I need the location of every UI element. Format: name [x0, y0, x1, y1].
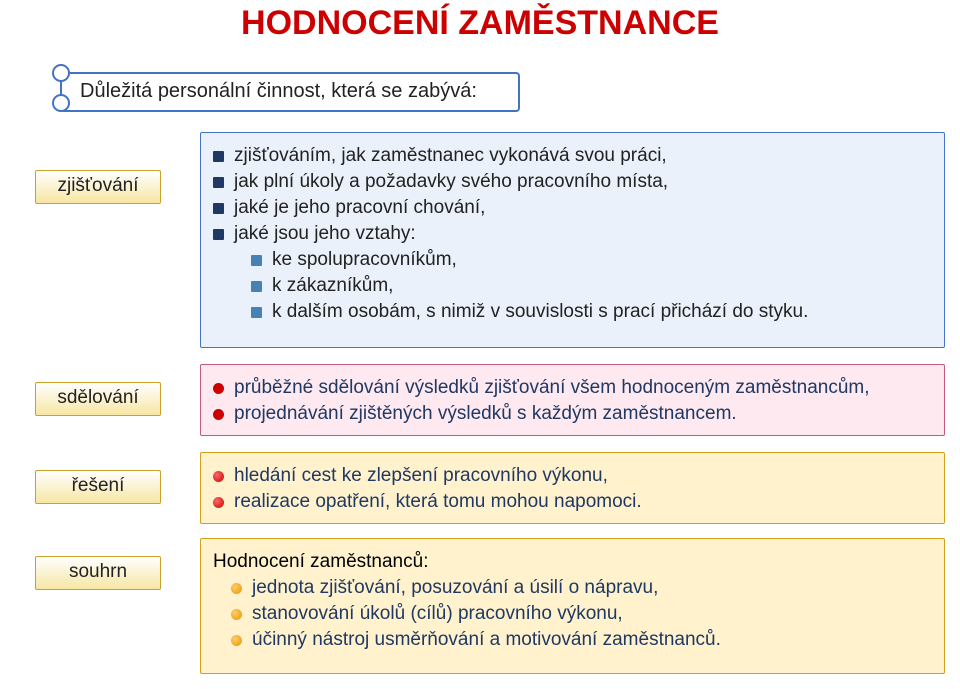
square-marker-icon: [251, 281, 262, 292]
page-title: HODNOCENÍ ZAMĚSTNANCE: [0, 4, 960, 43]
circle-marker-icon: [231, 583, 242, 594]
list-item: stanovování úkolů (cílů) pracovního výko…: [231, 603, 932, 625]
subtitle-scroll: Důležitá personální činnost, která se za…: [50, 62, 530, 114]
list-item: jaké je jeho pracovní chování,: [213, 197, 932, 219]
list-item: projednávání zjištěných výsledků s každý…: [213, 403, 932, 425]
left-label-reseni: řešení: [35, 470, 161, 504]
list-item: jednota zjišťování, posuzování a úsilí o…: [231, 577, 932, 599]
left-label-zjistovani: zjišťování: [35, 170, 161, 204]
list-item: k zákazníkům,: [251, 275, 932, 297]
scroll-curl-icon: [52, 64, 70, 82]
list-item: k dalším osobám, s nimiž v souvislosti s…: [251, 301, 932, 323]
circle-marker-icon: [231, 609, 242, 620]
list-item: hledání cest ke zlepšení pracovního výko…: [213, 465, 932, 487]
scroll-curl-icon: [52, 94, 70, 112]
box-souhrn: Hodnocení zaměstnanců: jednota zjišťován…: [200, 538, 945, 674]
square-marker-icon: [251, 255, 262, 266]
list-item: jaké jsou jeho vztahy:: [213, 223, 932, 245]
square-marker-icon: [251, 307, 262, 318]
circle-marker-icon: [213, 383, 224, 394]
heading-text: Hodnocení zaměstnanců:: [213, 551, 428, 573]
list-text: účinný nástroj usměrňování a motivování …: [252, 629, 721, 651]
list-text: k zákazníkům,: [272, 275, 393, 297]
list-text: průběžné sdělování výsledků zjišťování v…: [234, 377, 870, 399]
list-item: jak plní úkoly a požadavky svého pracovn…: [213, 171, 932, 193]
list-text: jaké je jeho pracovní chování,: [234, 197, 485, 219]
list-item: ke spolupracovníkům,: [251, 249, 932, 271]
square-marker-icon: [213, 177, 224, 188]
list-text: k dalším osobám, s nimiž v souvislosti s…: [272, 301, 808, 323]
list-text: projednávání zjištěných výsledků s každý…: [234, 403, 737, 425]
square-marker-icon: [213, 229, 224, 240]
box-reseni: hledání cest ke zlepšení pracovního výko…: [200, 452, 945, 524]
left-label-souhrn: souhrn: [35, 556, 161, 590]
list-text: ke spolupracovníkům,: [272, 249, 457, 271]
circle-marker-icon: [213, 497, 224, 508]
square-marker-icon: [213, 203, 224, 214]
box-heading: Hodnocení zaměstnanců:: [213, 551, 932, 573]
list-item: účinný nástroj usměrňování a motivování …: [231, 629, 932, 651]
box-sdelovani: průběžné sdělování výsledků zjišťování v…: [200, 364, 945, 436]
list-text: jaké jsou jeho vztahy:: [234, 223, 416, 245]
list-item: zjišťováním, jak zaměstnanec vykonává sv…: [213, 145, 932, 167]
list-item: průběžné sdělování výsledků zjišťování v…: [213, 377, 932, 399]
list-text: realizace opatření, která tomu mohou nap…: [234, 491, 642, 513]
left-label-sdelovani: sdělování: [35, 382, 161, 416]
list-text: stanovování úkolů (cílů) pracovního výko…: [252, 603, 623, 625]
subtitle-text: Důležitá personální činnost, která se za…: [80, 80, 477, 103]
circle-marker-icon: [213, 409, 224, 420]
list-text: hledání cest ke zlepšení pracovního výko…: [234, 465, 608, 487]
box-zjistovani: zjišťováním, jak zaměstnanec vykonává sv…: [200, 132, 945, 348]
square-marker-icon: [213, 151, 224, 162]
list-text: zjišťováním, jak zaměstnanec vykonává sv…: [234, 145, 667, 167]
circle-marker-icon: [231, 635, 242, 646]
list-text: jak plní úkoly a požadavky svého pracovn…: [234, 171, 668, 193]
list-item: realizace opatření, která tomu mohou nap…: [213, 491, 932, 513]
list-text: jednota zjišťování, posuzování a úsilí o…: [252, 577, 658, 599]
circle-marker-icon: [213, 471, 224, 482]
